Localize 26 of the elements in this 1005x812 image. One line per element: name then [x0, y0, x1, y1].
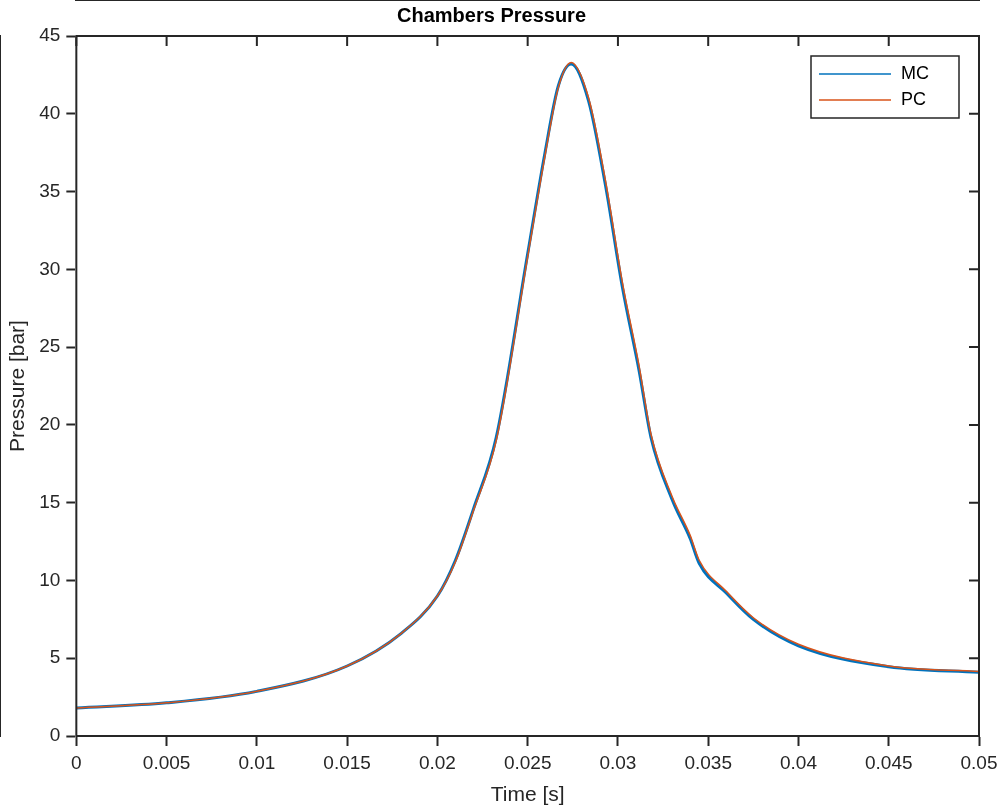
y-tick-label: 10	[39, 568, 61, 590]
x-tick-label: 0.02	[418, 751, 456, 773]
x-tick-label: 0.015	[323, 751, 371, 773]
x-tick-label: 0.05	[960, 751, 998, 773]
x-tick-label: 0.03	[599, 751, 637, 773]
x-axis-title: Time [s]	[490, 782, 565, 806]
y-tick-label: 40	[39, 102, 61, 124]
x-tick-label: 0.045	[864, 751, 913, 773]
y-tick-label: 0	[49, 724, 61, 746]
x-tick-label: 0.035	[684, 751, 732, 773]
y-tick-label: 20	[39, 413, 61, 435]
y-tick-label: 25	[39, 335, 61, 357]
x-tick-label: 0.01	[238, 751, 276, 773]
y-tick-label: 5	[49, 646, 61, 668]
chart-title: Chambers Pressure	[397, 3, 586, 26]
legend-label: MC	[901, 62, 929, 83]
y-axis-title: Pressure [bar]	[5, 320, 29, 452]
y-tick-label: 30	[39, 257, 61, 279]
x-tick-label: 0.025	[503, 751, 552, 773]
x-tick-label: 0	[71, 751, 82, 773]
x-tick-label: 0.04	[779, 751, 818, 773]
legend-label: PC	[901, 88, 927, 109]
x-tick-label: 0.005	[142, 751, 191, 773]
y-tick-label: 45	[39, 24, 61, 46]
y-tick-label: 15	[39, 490, 61, 512]
y-tick-label: 35	[39, 179, 61, 201]
